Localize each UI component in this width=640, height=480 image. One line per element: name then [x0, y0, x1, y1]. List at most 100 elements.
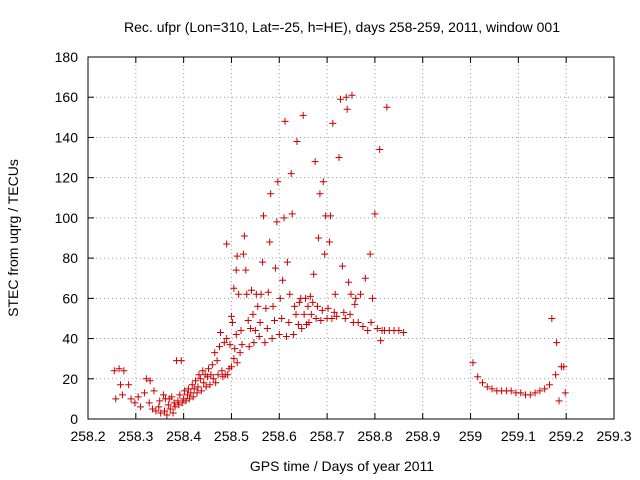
- data-point: [209, 375, 217, 383]
- data-point: [281, 117, 289, 125]
- data-point: [285, 318, 293, 326]
- data-point: [240, 232, 248, 240]
- data-point: [216, 329, 224, 337]
- data-point: [316, 190, 324, 198]
- data-point: [239, 250, 247, 258]
- data-point: [131, 399, 139, 407]
- data-point: [479, 379, 486, 387]
- data-point: [371, 210, 379, 218]
- data-point: [232, 331, 240, 339]
- data-point: [330, 308, 338, 316]
- data-point: [302, 294, 310, 302]
- data-point: [211, 349, 219, 357]
- data-point: [223, 240, 231, 248]
- data-point: [552, 371, 560, 379]
- data-point: [224, 371, 232, 379]
- data-point: [283, 258, 291, 266]
- data-point: [348, 91, 356, 99]
- data-point: [247, 325, 255, 332]
- data-point: [286, 290, 294, 298]
- x-tick-label: 259.3: [596, 428, 631, 444]
- data-point: [157, 409, 165, 417]
- data-point: [312, 314, 320, 322]
- data-point: [259, 212, 267, 220]
- data-point: [561, 389, 569, 397]
- x-tick-label: 258.9: [405, 428, 440, 444]
- data-point: [176, 391, 184, 399]
- data-point: [300, 310, 308, 318]
- data-point: [329, 119, 337, 127]
- data-point: [187, 389, 195, 397]
- data-point: [352, 294, 360, 302]
- data-point: [373, 325, 381, 332]
- data-point: [526, 391, 534, 399]
- data-point: [164, 401, 172, 409]
- data-point: [366, 250, 374, 258]
- y-tick-label: 100: [55, 210, 79, 226]
- x-tick-label: 258.5: [214, 428, 249, 444]
- data-point: [170, 399, 178, 407]
- data-point: [333, 312, 341, 320]
- data-point: [242, 266, 250, 274]
- data-point: [267, 190, 275, 198]
- data-point: [261, 339, 269, 347]
- data-point: [233, 252, 241, 260]
- data-point: [376, 146, 384, 154]
- data-point: [295, 298, 303, 306]
- data-point: [146, 377, 154, 385]
- data-point: [214, 371, 222, 379]
- data-point: [474, 373, 482, 381]
- data-point: [220, 339, 228, 347]
- data-point: [226, 341, 234, 349]
- data-point: [555, 397, 563, 405]
- data-point: [171, 403, 179, 411]
- data-point: [174, 397, 182, 405]
- data-point: [192, 377, 200, 385]
- data-point: [306, 292, 314, 300]
- y-tick-label: 160: [55, 89, 79, 105]
- data-point: [256, 318, 264, 326]
- data-point: [110, 367, 118, 375]
- data-point: [212, 379, 220, 387]
- data-point: [206, 381, 214, 389]
- y-tick-label: 20: [62, 371, 78, 387]
- data-point: [120, 367, 128, 375]
- data-point: [227, 363, 235, 371]
- y-tick-label: 60: [62, 290, 78, 306]
- data-point: [383, 103, 391, 111]
- data-point: [340, 308, 348, 316]
- data-point: [178, 399, 186, 407]
- data-point: [227, 312, 235, 320]
- data-point: [507, 387, 515, 395]
- data-point: [304, 302, 312, 310]
- data-point: [127, 395, 135, 403]
- data-point: [161, 407, 169, 415]
- data-point: [156, 397, 164, 405]
- data-point: [166, 405, 174, 413]
- x-tick-label: 258.7: [310, 428, 345, 444]
- data-point: [290, 331, 298, 339]
- y-tick-label: 40: [62, 331, 78, 347]
- data-point: [233, 359, 241, 367]
- x-tick-label: 258.2: [70, 428, 105, 444]
- data-point: [318, 306, 326, 314]
- data-point: [216, 343, 223, 351]
- data-point: [213, 357, 221, 365]
- data-point: [314, 234, 322, 242]
- data-point: [299, 111, 307, 119]
- data-point: [274, 178, 282, 186]
- data-point: [197, 387, 205, 395]
- x-tick-labels: 258.2 258.3 258.4 258.5 258.6 258.7 258.8 258.9…: [70, 428, 631, 444]
- grid-lines: [88, 57, 614, 419]
- data-point: [223, 335, 231, 343]
- data-point: [377, 337, 385, 345]
- data-point: [188, 381, 196, 389]
- data-point: [517, 389, 525, 397]
- data-point: [189, 393, 197, 401]
- data-point: [251, 327, 259, 335]
- x-tick-label: 259.1: [501, 428, 536, 444]
- data-point: [248, 286, 256, 294]
- data-point: [298, 325, 306, 332]
- data-point: [145, 399, 153, 407]
- data-point: [207, 371, 215, 379]
